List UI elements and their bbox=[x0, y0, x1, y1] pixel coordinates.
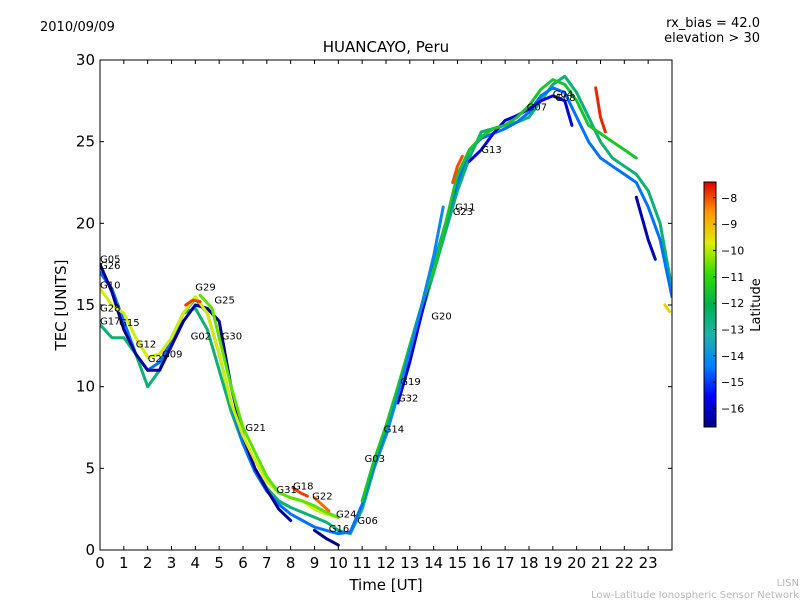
annotation-g06: G06 bbox=[357, 516, 377, 527]
annotation-g10: G10 bbox=[100, 281, 120, 292]
x-tick-label: 1 bbox=[119, 554, 129, 572]
series-cyan-mid bbox=[384, 205, 445, 438]
series-red-evening bbox=[594, 86, 607, 134]
x-tick-label: 0 bbox=[95, 554, 105, 572]
annotation-g25: G25 bbox=[214, 295, 234, 306]
annotation-g30: G30 bbox=[222, 331, 242, 342]
annotation-g13: G13 bbox=[481, 145, 501, 156]
y-tick-label: 20 bbox=[76, 214, 95, 232]
x-axis-label: Time [UT] bbox=[348, 576, 422, 594]
annotation-g14: G14 bbox=[384, 424, 404, 435]
x-tick-label: 20 bbox=[567, 554, 586, 572]
y-tick-label: 10 bbox=[76, 378, 95, 396]
annotation-g19: G19 bbox=[400, 377, 420, 388]
x-tick-label: 7 bbox=[262, 554, 272, 572]
x-tick-label: 21 bbox=[591, 554, 610, 572]
x-tick-label: 14 bbox=[424, 554, 443, 572]
annotation-g12: G12 bbox=[136, 340, 156, 351]
y-tick-label: 0 bbox=[85, 541, 95, 559]
footer-lisn: LISN bbox=[777, 578, 799, 589]
annotation-g17: G17 bbox=[100, 317, 120, 328]
series-red-morning bbox=[184, 298, 202, 307]
annotation-g24: G24 bbox=[336, 509, 356, 520]
annotation-g22: G22 bbox=[312, 491, 332, 502]
annotation-g16: G16 bbox=[329, 524, 349, 535]
y-axis-label: TEC [UNITS] bbox=[52, 260, 70, 352]
y-tick-label: 30 bbox=[76, 51, 95, 69]
x-tick-label: 2 bbox=[143, 554, 153, 572]
colorbar-tick-label: −10 bbox=[721, 244, 744, 257]
colorbar bbox=[703, 181, 717, 428]
colorbar-tick-label: −8 bbox=[721, 192, 737, 205]
annotation-g20: G20 bbox=[431, 312, 451, 323]
x-tick-label: 18 bbox=[519, 554, 538, 572]
annotation-g31: G31 bbox=[276, 485, 296, 496]
x-tick-label: 9 bbox=[310, 554, 320, 572]
colorbar-tick-label: −14 bbox=[721, 350, 744, 363]
series-dark-blue-late bbox=[313, 528, 340, 547]
bias-label: rx_bias = 42.0 bbox=[666, 16, 760, 31]
x-tick-label: 22 bbox=[615, 554, 634, 572]
y-axis: 0 5 10 15 20 25 30 bbox=[76, 51, 672, 559]
x-tick-label: 17 bbox=[496, 554, 515, 572]
annotation-g18: G18 bbox=[293, 482, 313, 493]
colorbar-tick-label: −9 bbox=[721, 218, 737, 231]
x-tick-label: 13 bbox=[400, 554, 419, 572]
date-label: 2010/09/09 bbox=[40, 20, 115, 35]
series-red-G22 bbox=[313, 496, 331, 513]
elevation-label: elevation > 30 bbox=[664, 31, 760, 46]
annotation-g05: G05 bbox=[100, 255, 120, 266]
annotation-g03: G03 bbox=[365, 454, 385, 465]
colorbar-tick-label: −11 bbox=[721, 271, 744, 284]
series-layer bbox=[100, 74, 672, 547]
y-tick-label: 5 bbox=[85, 459, 95, 477]
series-dark-blue bbox=[100, 262, 293, 523]
series-blue-evening bbox=[634, 195, 657, 261]
x-tick-label: 15 bbox=[448, 554, 467, 572]
x-tick-label: 4 bbox=[191, 554, 201, 572]
annotation-g11: G11 bbox=[455, 202, 475, 213]
colorbar-tick-label: −16 bbox=[721, 403, 744, 416]
annotation-g09: G09 bbox=[162, 349, 182, 360]
x-tick-label: 6 bbox=[238, 554, 248, 572]
annotation-g23: G23 bbox=[453, 207, 473, 218]
series-yellow bbox=[198, 293, 340, 519]
annotation-g27: G27 bbox=[148, 354, 168, 365]
annotation-g28: G28 bbox=[100, 304, 120, 315]
x-tick-label: 3 bbox=[167, 554, 177, 572]
x-tick-label: 10 bbox=[329, 554, 348, 572]
x-tick-label: 16 bbox=[472, 554, 491, 572]
series-red-noon bbox=[451, 154, 464, 184]
x-tick-label: 19 bbox=[543, 554, 562, 572]
colorbar-label: Latitude bbox=[749, 278, 764, 332]
x-tick-label: 12 bbox=[376, 554, 395, 572]
footer-network: Low-Latitude Ionospheric Sensor Network bbox=[591, 590, 799, 600]
colorbar-tick-label: −13 bbox=[721, 324, 744, 337]
annotation-g29: G29 bbox=[195, 282, 215, 293]
colorbar-tick-label: −12 bbox=[721, 297, 744, 310]
x-axis: 0 1 2 3 4 5 6 7 8 9 10 11 12 13 14 15 16 17 18 19 20 21 22 23 bbox=[95, 60, 658, 572]
chart-title: HUANCAYO, Peru bbox=[323, 38, 449, 56]
x-tick-label: 23 bbox=[639, 554, 658, 572]
annotation-g32: G32 bbox=[398, 393, 418, 404]
colorbar-ticks: −8 −9 −10 −11 −12 −13 −14 −15 −16 bbox=[713, 192, 744, 416]
series-red-G18 bbox=[291, 486, 309, 498]
x-tick-label: 11 bbox=[353, 554, 372, 572]
x-tick-label: 5 bbox=[214, 554, 224, 572]
x-tick-label: 8 bbox=[286, 554, 296, 572]
annotation-g08: G08 bbox=[555, 93, 575, 104]
y-tick-label: 25 bbox=[76, 133, 95, 151]
annotation-g02: G02 bbox=[191, 331, 211, 342]
annotation-g21: G21 bbox=[245, 423, 265, 434]
series-light-green bbox=[360, 78, 638, 503]
y-tick-label: 15 bbox=[76, 296, 95, 314]
annotation-g04: G04 bbox=[553, 90, 573, 101]
annotation-g15: G15 bbox=[119, 318, 139, 329]
series-orange-late bbox=[663, 303, 672, 313]
annotation-g26: G26 bbox=[100, 261, 120, 272]
colorbar-tick-label: −15 bbox=[721, 376, 744, 389]
annotation-g07: G07 bbox=[527, 103, 547, 114]
